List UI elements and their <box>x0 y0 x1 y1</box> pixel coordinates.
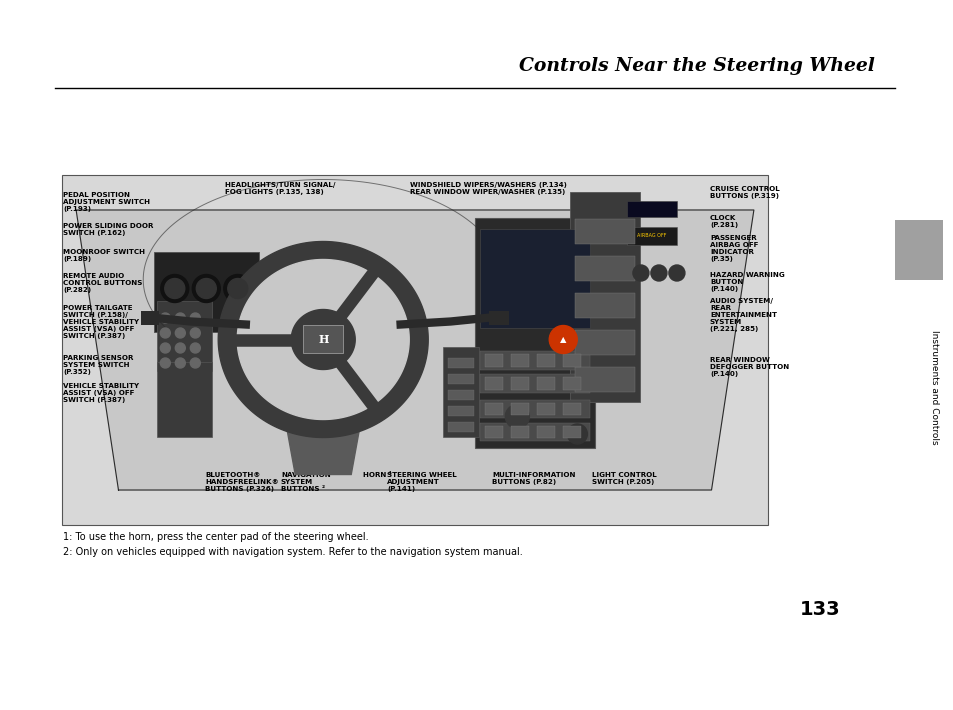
Polygon shape <box>76 210 753 490</box>
Circle shape <box>228 278 248 298</box>
Circle shape <box>224 275 252 302</box>
Text: 2: Only on vehicles equipped with navigation system. Refer to the navigation sys: 2: Only on vehicles equipped with naviga… <box>63 547 522 557</box>
Polygon shape <box>218 241 428 437</box>
Polygon shape <box>291 310 355 369</box>
Bar <box>448 422 474 432</box>
Bar <box>488 312 508 325</box>
Circle shape <box>165 278 185 298</box>
Bar <box>537 403 555 415</box>
Circle shape <box>196 278 216 298</box>
Bar <box>479 351 589 370</box>
Text: Instruments and Controls: Instruments and Controls <box>929 330 939 444</box>
Circle shape <box>160 358 171 368</box>
Circle shape <box>160 313 171 323</box>
Polygon shape <box>285 420 361 474</box>
Circle shape <box>567 424 587 444</box>
Text: 133: 133 <box>799 600 840 619</box>
Bar <box>511 354 529 367</box>
Text: MULTI-INFORMATION
BUTTONS (P.82): MULTI-INFORMATION BUTTONS (P.82) <box>492 472 575 485</box>
Circle shape <box>190 343 200 353</box>
Text: LIGHT CONTROL
SWITCH (P.205): LIGHT CONTROL SWITCH (P.205) <box>592 472 656 485</box>
Bar <box>62 175 767 525</box>
Text: REAR WINDOW
DEFOGGER BUTTON
(P.140): REAR WINDOW DEFOGGER BUTTON (P.140) <box>709 357 788 377</box>
Bar <box>894 220 942 280</box>
Circle shape <box>190 358 200 368</box>
Text: PARKING SENSOR
SYSTEM SWITCH
(P.352): PARKING SENSOR SYSTEM SWITCH (P.352) <box>63 355 133 375</box>
Text: PEDAL POSITION
ADJUSTMENT SWITCH
(P.193): PEDAL POSITION ADJUSTMENT SWITCH (P.193) <box>63 192 150 212</box>
Circle shape <box>160 328 171 338</box>
Bar <box>303 325 343 354</box>
Text: H: H <box>317 334 328 345</box>
Text: STEERING WHEEL
ADJUSTMENT
(P.141): STEERING WHEEL ADJUSTMENT (P.141) <box>387 472 456 492</box>
Bar <box>575 330 635 356</box>
Bar <box>537 378 555 390</box>
Text: AIRBAG OFF: AIRBAG OFF <box>637 234 666 239</box>
Bar <box>479 229 589 329</box>
Bar <box>537 426 555 438</box>
Bar <box>479 374 589 393</box>
Circle shape <box>668 265 684 281</box>
Circle shape <box>175 358 185 368</box>
Bar <box>626 201 676 217</box>
Bar <box>575 368 635 393</box>
Circle shape <box>175 343 185 353</box>
Text: CRUISE CONTROL
BUTTONS (P.319): CRUISE CONTROL BUTTONS (P.319) <box>709 186 779 199</box>
Bar <box>484 426 502 438</box>
Bar <box>479 422 589 441</box>
Bar <box>479 400 589 418</box>
Bar <box>448 374 474 385</box>
Circle shape <box>650 265 666 281</box>
Circle shape <box>632 265 648 281</box>
Bar <box>443 347 478 437</box>
Bar <box>562 378 580 390</box>
Bar <box>562 354 580 367</box>
Text: POWER SLIDING DOOR
SWITCH (P.162): POWER SLIDING DOOR SWITCH (P.162) <box>63 223 153 236</box>
Bar <box>448 407 474 417</box>
Text: HORN ¹: HORN ¹ <box>363 472 392 478</box>
Text: ▲: ▲ <box>559 335 566 344</box>
Text: REMOTE AUDIO
CONTROL BUTTONS
(P.282): REMOTE AUDIO CONTROL BUTTONS (P.282) <box>63 273 142 293</box>
Text: HAZARD WARNING
BUTTON
(P.140): HAZARD WARNING BUTTON (P.140) <box>709 272 784 292</box>
Text: VEHICLE STABILITY
ASSIST (VSA) OFF
SWITCH (P.387): VEHICLE STABILITY ASSIST (VSA) OFF SWITC… <box>63 383 139 403</box>
Text: NAVIGATION
SYSTEM
BUTTONS ²: NAVIGATION SYSTEM BUTTONS ² <box>281 472 331 492</box>
Bar <box>626 227 676 245</box>
Bar <box>484 354 502 367</box>
Bar <box>511 378 529 390</box>
Circle shape <box>175 313 185 323</box>
Bar <box>570 192 639 403</box>
Bar <box>448 391 474 400</box>
Bar <box>157 301 213 371</box>
Circle shape <box>160 343 171 353</box>
Circle shape <box>193 275 220 302</box>
Text: Controls Near the Steering Wheel: Controls Near the Steering Wheel <box>518 57 874 75</box>
Polygon shape <box>237 259 409 420</box>
Text: POWER TAILGATE
SWITCH (P.158)/
VEHICLE STABILITY
ASSIST (VSA) OFF
SWITCH (P.387): POWER TAILGATE SWITCH (P.158)/ VEHICLE S… <box>63 305 139 339</box>
Circle shape <box>549 325 577 354</box>
Bar <box>537 354 555 367</box>
Text: BLUETOOTH®
HANDSFREELINK®
BUTTONS (P.326): BLUETOOTH® HANDSFREELINK® BUTTONS (P.326… <box>205 472 278 492</box>
Text: PASSENGER
AIRBAG OFF
INDICATOR
(P.35): PASSENGER AIRBAG OFF INDICATOR (P.35) <box>709 235 758 262</box>
Bar <box>562 403 580 415</box>
Text: AUDIO SYSTEM/
REAR
ENTERTAINMENT
SYSTEM
(P.221, 285): AUDIO SYSTEM/ REAR ENTERTAINMENT SYSTEM … <box>709 298 776 332</box>
Text: WINDSHIELD WIPERS/WASHERS (P.134)
REAR WINDOW WIPER/WASHER (P.135): WINDSHIELD WIPERS/WASHERS (P.134) REAR W… <box>410 182 566 195</box>
Bar <box>484 403 502 415</box>
Bar <box>562 426 580 438</box>
Bar <box>575 293 635 319</box>
Bar <box>511 426 529 438</box>
Bar <box>575 256 635 281</box>
Bar <box>153 253 258 332</box>
Text: CLOCK
(P.281): CLOCK (P.281) <box>709 215 738 228</box>
Bar <box>484 378 502 390</box>
Bar <box>157 363 213 437</box>
Text: MOONROOF SWITCH
(P.189): MOONROOF SWITCH (P.189) <box>63 249 145 262</box>
Bar <box>141 312 158 325</box>
Text: HEADLIGHTS/TURN SIGNAL/
FOG LIGHTS (P.135, 138): HEADLIGHTS/TURN SIGNAL/ FOG LIGHTS (P.13… <box>225 182 335 195</box>
Bar <box>575 219 635 244</box>
Circle shape <box>190 328 200 338</box>
Circle shape <box>505 405 529 429</box>
Bar <box>511 403 529 415</box>
Circle shape <box>190 313 200 323</box>
Bar <box>475 218 595 448</box>
Circle shape <box>161 275 189 302</box>
Bar <box>448 359 474 368</box>
